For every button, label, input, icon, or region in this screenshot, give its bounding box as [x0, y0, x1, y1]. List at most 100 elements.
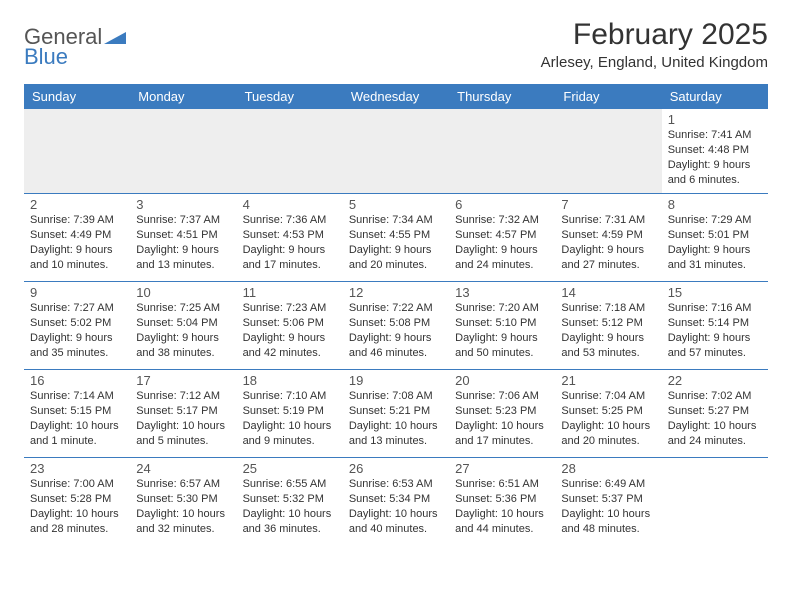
day-info: Sunrise: 7:25 AM Sunset: 5:04 PM Daylight:…	[136, 301, 230, 360]
daylight-line: Daylight: 10 hours and 20 minutes.	[561, 420, 650, 447]
day-info: Sunrise: 7:10 AMSunset: 5:19 PMDaylight:…	[243, 389, 337, 448]
calendar-day: 2Sunrise: 7:39 AMSunset: 4:49 PMDaylight…	[24, 194, 130, 282]
calendar-day: 10Sunrise: 7:25 AMSunset: 5:04 PMDayligh…	[130, 282, 236, 370]
month-title: February 2025	[541, 18, 768, 52]
day-info: Sunrise: 7:00 AMSunset: 5:28 PMDaylight:…	[30, 477, 124, 536]
daylight-line: Daylight: 10 hours and 1 minute.	[30, 420, 119, 447]
sunrise-line: Sunrise: 7:25 AM	[136, 302, 220, 314]
calendar-empty	[662, 458, 768, 546]
brand-triangle-icon	[104, 24, 126, 49]
sunrise-line: Sunrise: 7:14 AM	[30, 390, 114, 402]
day-number: 11	[243, 285, 337, 300]
sunset-line: Sunset: 5:37 PM	[561, 493, 642, 505]
sunset-line: Sunset: 4:51 PM	[136, 229, 217, 241]
sunrise-line: Sunrise: 7:34 AM	[349, 214, 433, 226]
sunset-line: Sunset: 5:02 PM	[30, 317, 111, 329]
weekday-header: Wednesday	[343, 84, 449, 109]
weekday-header: Friday	[555, 84, 661, 109]
sunrise-line: Sunrise: 7:39 AM	[30, 214, 114, 226]
sunset-line: Sunset: 5:25 PM	[561, 405, 642, 417]
sunset-line: Sunset: 5:27 PM	[668, 405, 749, 417]
day-number: 23	[30, 461, 124, 476]
daylight-line: Daylight: 10 hours and 44 minutes.	[455, 508, 544, 535]
location-text: Arlesey, England, United Kingdom	[541, 54, 768, 71]
day-info: Sunrise: 7:31 AMSunset: 4:59 PMDaylight:…	[561, 213, 655, 272]
sunset-line: Sunset: 5:19 PM	[243, 405, 324, 417]
daylight-line: Daylight: 9 hours and 17 minutes.	[243, 244, 326, 271]
daylight-line: Daylight: 10 hours and 5 minutes.	[136, 420, 225, 447]
day-info: Sunrise: 7:41 AMSunset: 4:48 PMDaylight:…	[668, 128, 762, 187]
calendar-day: 14Sunrise: 7:18 AMSunset: 5:12 PMDayligh…	[555, 282, 661, 370]
sunset-line: Sunset: 5:12 PM	[561, 317, 642, 329]
weekday-row: SundayMondayTuesdayWednesdayThursdayFrid…	[24, 84, 768, 109]
sunset-line: Sunset: 5:32 PM	[243, 493, 324, 505]
calendar-day: 17Sunrise: 7:12 AMSunset: 5:17 PMDayligh…	[130, 370, 236, 458]
sunrise-line: Sunrise: 7:16 AM	[668, 302, 752, 314]
day-number: 15	[668, 285, 762, 300]
sunrise-line: Sunrise: 7:04 AM	[561, 390, 645, 402]
daylight-line: Daylight: 10 hours and 17 minutes.	[455, 420, 544, 447]
calendar-body: 1Sunrise: 7:41 AMSunset: 4:48 PMDaylight…	[24, 109, 768, 546]
sunset-line: Sunset: 4:57 PM	[455, 229, 536, 241]
calendar-day: 8Sunrise: 7:29 AMSunset: 5:01 PMDaylight…	[662, 194, 768, 282]
day-number: 2	[30, 197, 124, 212]
sunset-line: Sunset: 5:04 PM	[136, 317, 217, 329]
day-info: Sunrise: 7:32 AMSunset: 4:57 PMDaylight:…	[455, 213, 549, 272]
sunset-line: Sunset: 5:34 PM	[349, 493, 430, 505]
calendar-week: 2Sunrise: 7:39 AMSunset: 4:49 PMDaylight…	[24, 194, 768, 282]
weekday-header: Saturday	[662, 84, 768, 109]
day-info: Sunrise: 7:06 AMSunset: 5:23 PMDaylight:…	[455, 389, 549, 448]
sunset-line: Sunset: 5:14 PM	[668, 317, 749, 329]
day-info: Sunrise: 7:20 AMSunset: 5:10 PMDaylight:…	[455, 301, 549, 360]
calendar-day: 6Sunrise: 7:32 AMSunset: 4:57 PMDaylight…	[449, 194, 555, 282]
calendar-day: 4Sunrise: 7:36 AMSunset: 4:53 PMDaylight…	[237, 194, 343, 282]
sunrise-line: Sunrise: 7:08 AM	[349, 390, 433, 402]
sunrise-line: Sunrise: 7:23 AM	[243, 302, 327, 314]
sunset-line: Sunset: 5:01 PM	[668, 229, 749, 241]
sunrise-line: Sunrise: 6:57 AM	[136, 478, 220, 490]
daylight-line: Daylight: 9 hours and 6 minutes.	[668, 159, 751, 186]
day-number: 5	[349, 197, 443, 212]
daylight-line: Daylight: 9 hours and 13 minutes.	[136, 244, 219, 271]
calendar-day: 16Sunrise: 7:14 AMSunset: 5:15 PMDayligh…	[24, 370, 130, 458]
daylight-line: Daylight: 9 hours and 35 minutes.	[30, 332, 113, 359]
daylight-line: Daylight: 9 hours and 38 minutes.	[136, 332, 219, 359]
calendar-empty	[237, 109, 343, 194]
sunrise-line: Sunrise: 7:37 AM	[136, 214, 220, 226]
day-info: Sunrise: 7:22 AMSunset: 5:08 PMDaylight:…	[349, 301, 443, 360]
weekday-header: Monday	[130, 84, 236, 109]
calendar-empty	[24, 109, 130, 194]
daylight-line: Daylight: 9 hours and 20 minutes.	[349, 244, 432, 271]
day-info: Sunrise: 6:55 AMSunset: 5:32 PMDaylight:…	[243, 477, 337, 536]
daylight-line: Daylight: 9 hours and 50 minutes.	[455, 332, 538, 359]
sunrise-line: Sunrise: 7:29 AM	[668, 214, 752, 226]
day-info: Sunrise: 6:57 AMSunset: 5:30 PMDaylight:…	[136, 477, 230, 536]
day-info: Sunrise: 7:16 AMSunset: 5:14 PMDaylight:…	[668, 301, 762, 360]
day-number: 18	[243, 373, 337, 388]
daylight-line: Daylight: 9 hours and 42 minutes.	[243, 332, 326, 359]
day-info: Sunrise: 7:23 AMSunset: 5:06 PMDaylight:…	[243, 301, 337, 360]
sunset-line: Sunset: 5:28 PM	[30, 493, 111, 505]
calendar-day: 15Sunrise: 7:16 AMSunset: 5:14 PMDayligh…	[662, 282, 768, 370]
calendar-table: SundayMondayTuesdayWednesdayThursdayFrid…	[24, 84, 768, 546]
calendar-day: 22Sunrise: 7:02 AMSunset: 5:27 PMDayligh…	[662, 370, 768, 458]
calendar-day: 27Sunrise: 6:51 AMSunset: 5:36 PMDayligh…	[449, 458, 555, 546]
day-info: Sunrise: 6:51 AMSunset: 5:36 PMDaylight:…	[455, 477, 549, 536]
weekday-header: Thursday	[449, 84, 555, 109]
weekday-header: Sunday	[24, 84, 130, 109]
daylight-line: Daylight: 10 hours and 13 minutes.	[349, 420, 438, 447]
day-info: Sunrise: 7:37 AM Sunset: 4:51 PM Daylight:…	[136, 213, 230, 272]
sunrise-line: Sunrise: 6:55 AM	[243, 478, 327, 490]
sunset-line: Sunset: 5:10 PM	[455, 317, 536, 329]
day-info: Sunrise: 7:12 AMSunset: 5:17 PMDaylight:…	[136, 389, 230, 448]
calendar-day: 24Sunrise: 6:57 AMSunset: 5:30 PMDayligh…	[130, 458, 236, 546]
calendar-day: 3Sunrise: 7:37 AMSunset: 4:51 PMDaylight…	[130, 194, 236, 282]
calendar-empty	[130, 109, 236, 194]
day-number: 6	[455, 197, 549, 212]
day-number: 4	[243, 197, 337, 212]
calendar-week: 16Sunrise: 7:14 AMSunset: 5:15 PMDayligh…	[24, 370, 768, 458]
day-info: Sunrise: 6:49 AMSunset: 5:37 PMDaylight:…	[561, 477, 655, 536]
sunrise-line: Sunrise: 6:53 AM	[349, 478, 433, 490]
day-number: 21	[561, 373, 655, 388]
day-number: 28	[561, 461, 655, 476]
